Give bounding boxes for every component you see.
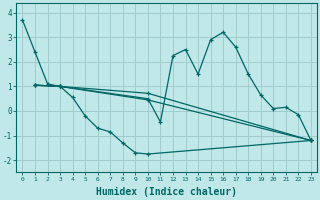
X-axis label: Humidex (Indice chaleur): Humidex (Indice chaleur)	[96, 187, 237, 197]
